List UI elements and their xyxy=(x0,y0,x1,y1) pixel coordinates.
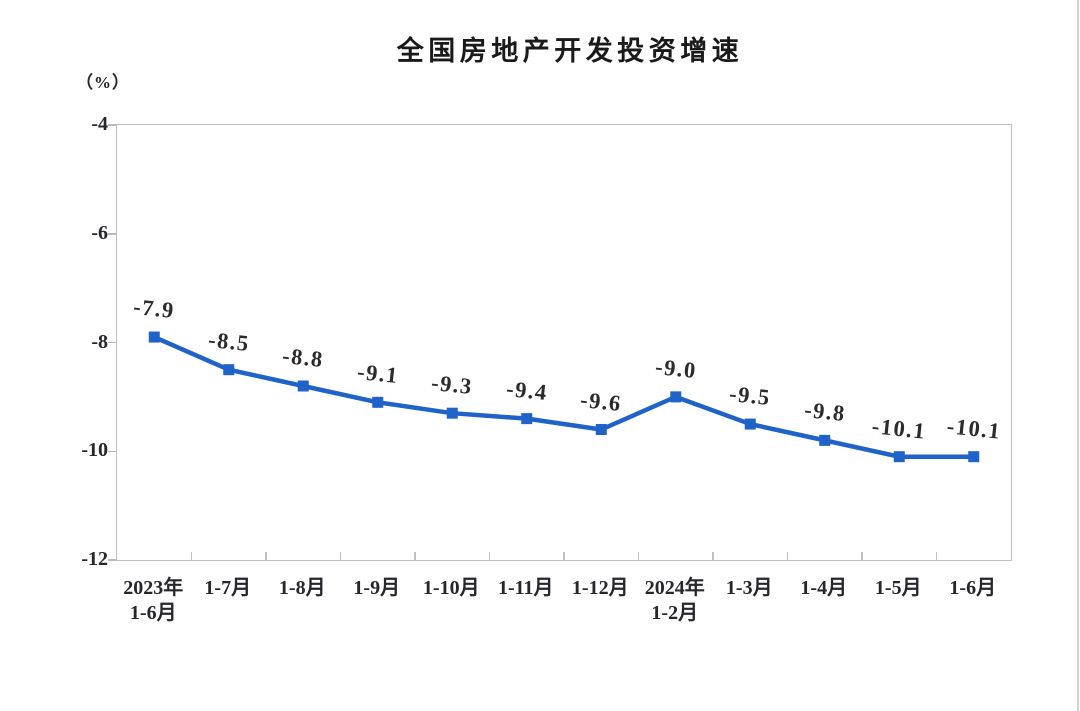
x-axis-category-label-line: 1-6月 xyxy=(129,602,177,624)
x-axis-category-label-line: 1-5月 xyxy=(874,577,922,599)
x-axis-category-label: 1-9月 xyxy=(319,576,435,601)
x-axis-category-label-line: 1-12月 xyxy=(571,577,629,599)
x-axis-category-label: 1-5月 xyxy=(840,576,956,601)
y-axis-tick-label: -12 xyxy=(81,548,108,570)
data-point-marker xyxy=(968,451,980,463)
x-axis-tick-mark xyxy=(712,552,714,560)
x-axis-category-label: 1-4月 xyxy=(766,576,882,601)
y-axis-tick-mark xyxy=(107,341,116,344)
x-axis-category-label-line: 1-8月 xyxy=(278,577,326,599)
x-axis-tick-mark xyxy=(563,552,565,560)
x-axis-tick-mark xyxy=(414,552,416,560)
y-axis-unit-label: （%） xyxy=(76,73,130,92)
data-point-marker xyxy=(223,364,235,376)
x-axis-category-label: 1-11月 xyxy=(468,576,584,601)
x-axis-category-label-line: 2023年 xyxy=(123,577,184,599)
data-point-marker xyxy=(446,407,458,419)
x-axis-category-label: 2023年 1-6月 xyxy=(95,576,211,626)
chart-title: 全国房地产开发投资增速 xyxy=(396,36,744,66)
y-axis-tick-label: -6 xyxy=(91,221,108,244)
x-axis-category-label: 2024年 1-2月 xyxy=(617,576,733,626)
plot-area: -7.9 -8.5 -8.8 -9.1 -9.3 -9.4 -9.6 -9.0 -9.5 -9.8… xyxy=(107,124,1012,561)
x-axis-tick-mark xyxy=(339,552,342,560)
x-axis-category-label-line: 1-6月 xyxy=(949,577,997,599)
x-axis-category-label: 1-3月 xyxy=(691,576,807,601)
x-axis-category-label: 1-7月 xyxy=(170,576,286,601)
data-point-marker xyxy=(595,424,607,435)
x-axis-tick-mark xyxy=(861,552,863,560)
y-axis-tick-mark xyxy=(107,559,116,561)
x-axis-category-label: 1-10月 xyxy=(393,576,509,601)
data-point-marker xyxy=(297,380,309,392)
y-axis-tick-label: -10 xyxy=(81,439,108,462)
series-line xyxy=(152,334,976,459)
x-axis-category-label: 1-6月 xyxy=(915,576,1031,601)
x-axis-category-label-line: 1-2月 xyxy=(651,602,699,624)
data-point-marker xyxy=(744,418,756,430)
x-axis-category-label-line: 1-3月 xyxy=(725,577,773,599)
x-axis-category-label-line: 1-7月 xyxy=(204,577,252,599)
x-axis-tick-mark xyxy=(488,552,491,560)
data-point-marker xyxy=(372,396,384,408)
x-axis-tick-mark xyxy=(637,552,640,560)
x-axis-tick-mark xyxy=(190,552,193,560)
x-axis-category-label-line: 1-11月 xyxy=(497,577,554,599)
y-axis-tick-label: -8 xyxy=(91,330,108,353)
data-point-marker xyxy=(521,413,533,425)
x-axis-tick-mark xyxy=(265,552,267,560)
y-axis-tick-label: -4 xyxy=(91,113,108,135)
y-axis-tick-mark xyxy=(107,450,116,452)
data-point-marker xyxy=(148,331,160,343)
x-axis-category-label-line: 1-4月 xyxy=(800,577,848,599)
x-axis-category-label: 1-8月 xyxy=(244,576,360,601)
data-point-marker xyxy=(893,451,905,463)
x-axis-tick-mark xyxy=(786,552,789,560)
x-axis-category-label: 1-12月 xyxy=(542,576,658,601)
data-point-marker xyxy=(670,391,682,403)
line-series xyxy=(148,331,980,463)
x-axis-category-label-line: 1-9月 xyxy=(353,577,401,599)
window-right-edge xyxy=(1076,0,1079,711)
y-axis-tick-mark xyxy=(107,124,116,126)
x-axis-tick-mark xyxy=(935,552,938,560)
y-axis-tick-mark xyxy=(107,233,116,235)
x-axis-category-label-line: 1-10月 xyxy=(422,577,480,599)
x-axis-category-label-line: 2024年 xyxy=(644,577,705,599)
data-point-marker xyxy=(819,434,831,446)
